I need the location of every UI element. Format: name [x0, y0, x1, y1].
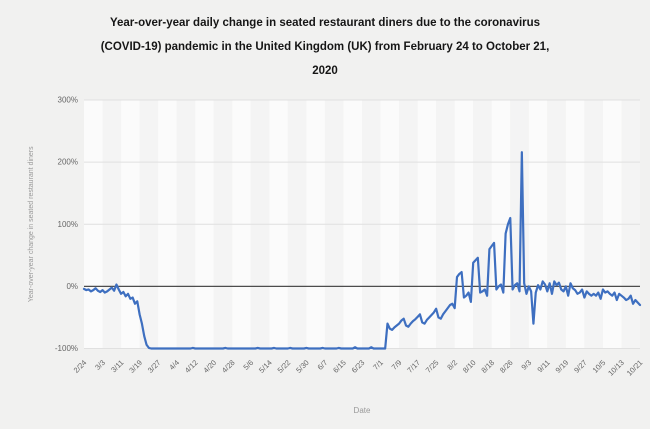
x-tick-label: 6/7 [316, 358, 330, 372]
x-tick-label: 7/17 [405, 358, 422, 375]
x-tick-labels: 2/24 3/3 3/11 3/19 3/27 4/4 4/12 4/20 4/28 5/6 5/1… [72, 358, 645, 378]
x-tick-label: 7/25 [424, 358, 441, 375]
x-tick-label: 10/13 [606, 358, 626, 378]
series-line [82, 151, 642, 350]
y-tick-label: 0% [66, 282, 78, 291]
x-tick-label: 3/27 [146, 358, 163, 375]
x-tick-label: 9/3 [519, 358, 533, 372]
y-tick-label: 100% [58, 220, 78, 229]
x-tick-label: 6/23 [350, 358, 367, 375]
y-tick-label: 200% [58, 158, 78, 167]
x-tick-label: 3/3 [93, 358, 107, 372]
x-tick-label: 9/11 [535, 358, 551, 374]
y-tick-label: 300% [58, 96, 78, 105]
x-tick-label: 4/4 [167, 358, 181, 372]
x-tick-label: 5/22 [276, 358, 293, 375]
y-tick-label: -100% [55, 344, 78, 353]
title-line-3: 2020 [312, 65, 338, 77]
x-tick-label: 4/12 [183, 358, 200, 375]
x-axis-title: Date [354, 406, 371, 415]
x-tick-label: 6/15 [331, 358, 348, 375]
title-line-1: Year-over-year daily change in seated re… [109, 17, 541, 29]
title-line-2: (COVID-19) pandemic in the United Kingdo… [100, 41, 550, 53]
x-tick-label: 2/24 [72, 358, 89, 375]
x-tick-label: 10/5 [591, 358, 608, 375]
x-tick-label: 3/19 [127, 358, 144, 375]
x-tick-label: 10/21 [625, 358, 645, 378]
x-tick-label: 3/11 [109, 358, 125, 374]
x-tick-label: 8/2 [445, 358, 459, 372]
x-tick-label: 5/14 [257, 358, 274, 375]
y-tick-labels: 300% 200% 100% 0% -100% [55, 96, 78, 354]
x-tick-label: 4/20 [201, 358, 218, 375]
x-tick-label: 9/19 [554, 358, 571, 375]
x-tick-label: 9/27 [572, 358, 589, 375]
x-tick-label: 5/30 [294, 358, 311, 375]
x-tick-label: 8/10 [461, 358, 478, 375]
x-tick-label: 4/28 [220, 358, 237, 375]
x-tick-label: 7/9 [390, 358, 404, 372]
x-tick-label: 7/1 [371, 358, 385, 372]
page-title: Year-over-year daily change in seated re… [45, 11, 605, 83]
y-axis-title: Year-over-year change in seated restaura… [28, 146, 35, 302]
x-tick-label: 8/18 [479, 358, 496, 375]
x-tick-label: 5/6 [241, 358, 255, 372]
x-tick-label: 8/26 [498, 358, 515, 375]
